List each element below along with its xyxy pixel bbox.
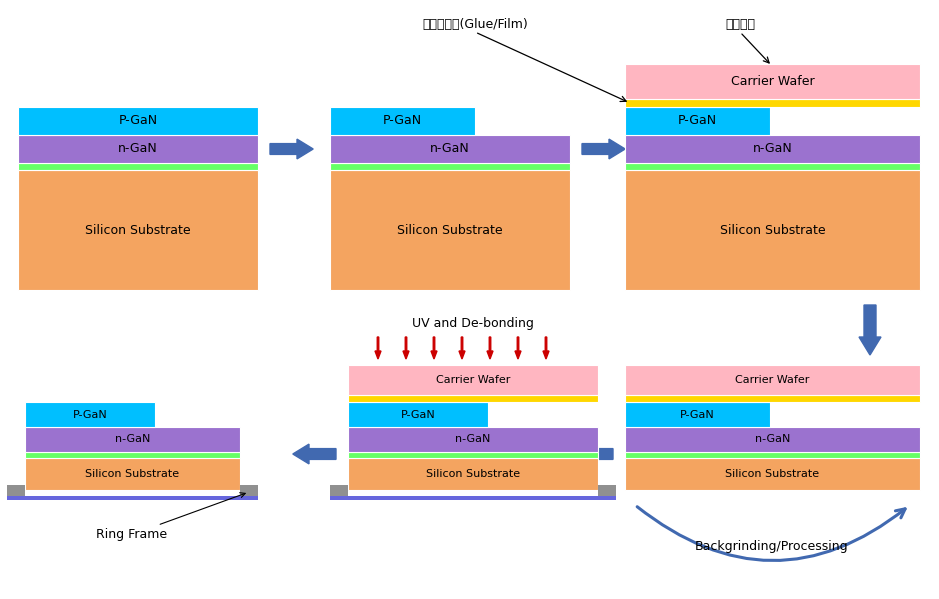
Bar [625, 452, 920, 458]
Bar [330, 485, 348, 500]
Text: Carrier Wafer: Carrier Wafer [731, 75, 814, 88]
Bar [625, 402, 770, 427]
Text: n-GaN: n-GaN [455, 434, 491, 444]
Bar [625, 99, 920, 107]
Text: n-GaN: n-GaN [430, 143, 470, 156]
Text: P-GaN: P-GaN [118, 114, 158, 128]
FancyArrow shape [270, 139, 314, 159]
FancyArrow shape [582, 139, 625, 159]
Text: Silicon Substrate: Silicon Substrate [426, 469, 520, 479]
Text: P-GaN: P-GaN [383, 114, 422, 128]
Text: n-GaN: n-GaN [115, 434, 150, 444]
FancyArrow shape [543, 337, 549, 359]
Bar [18, 163, 258, 170]
FancyArrow shape [431, 337, 437, 359]
Bar [348, 402, 488, 427]
FancyArrow shape [293, 444, 336, 464]
Text: Carrier Wafer: Carrier Wafer [436, 375, 510, 385]
Bar [348, 427, 598, 452]
Bar [625, 365, 920, 395]
Text: n-GaN: n-GaN [755, 434, 791, 444]
Bar [330, 170, 570, 290]
Bar [330, 496, 616, 500]
Bar [625, 395, 920, 402]
FancyArrow shape [859, 305, 881, 355]
Text: Carrier Wafer: Carrier Wafer [735, 375, 809, 385]
Bar [598, 485, 616, 500]
Bar [625, 170, 920, 290]
Bar [330, 135, 570, 163]
Text: P-GaN: P-GaN [401, 410, 436, 419]
Bar [625, 107, 770, 135]
Text: Backgrinding/Processing: Backgrinding/Processing [695, 540, 849, 553]
Bar [330, 163, 570, 170]
Text: n-GaN: n-GaN [118, 143, 158, 156]
Text: Silicon Substrate: Silicon Substrate [85, 469, 179, 479]
Bar [625, 427, 920, 452]
Bar [25, 402, 155, 427]
Text: Silicon Substrate: Silicon Substrate [397, 223, 502, 237]
Bar [348, 395, 598, 402]
Bar [18, 170, 258, 290]
FancyArrow shape [570, 444, 613, 464]
Bar [348, 365, 598, 395]
Text: Silicon Substrate: Silicon Substrate [719, 223, 825, 237]
FancyArrow shape [403, 337, 409, 359]
Bar [625, 163, 920, 170]
Bar [625, 458, 920, 490]
Text: 임시본딩: 임시본딩 [725, 18, 755, 31]
FancyArrow shape [515, 337, 521, 359]
Bar [7, 485, 25, 500]
Bar [240, 485, 258, 500]
Bar [25, 452, 240, 458]
Text: n-GaN: n-GaN [753, 143, 793, 156]
Text: P-GaN: P-GaN [678, 114, 717, 128]
Text: P-GaN: P-GaN [72, 410, 107, 419]
Bar [625, 64, 920, 99]
Bar [625, 135, 920, 163]
Text: Ring Frame: Ring Frame [97, 493, 245, 541]
FancyArrow shape [487, 337, 493, 359]
FancyArrow shape [375, 337, 381, 359]
Text: 임시접착제(Glue/Film): 임시접착제(Glue/Film) [423, 18, 528, 31]
Bar [348, 458, 598, 490]
Text: Silicon Substrate: Silicon Substrate [85, 223, 191, 237]
Bar [330, 107, 475, 135]
Text: UV and De-bonding: UV and De-bonding [412, 317, 534, 330]
Bar [18, 135, 258, 163]
Bar [7, 496, 258, 500]
FancyArrow shape [459, 337, 465, 359]
Bar [18, 107, 258, 135]
Text: Silicon Substrate: Silicon Substrate [726, 469, 820, 479]
Text: P-GaN: P-GaN [680, 410, 715, 419]
Bar [25, 458, 240, 490]
Bar [348, 452, 598, 458]
Bar [25, 427, 240, 452]
